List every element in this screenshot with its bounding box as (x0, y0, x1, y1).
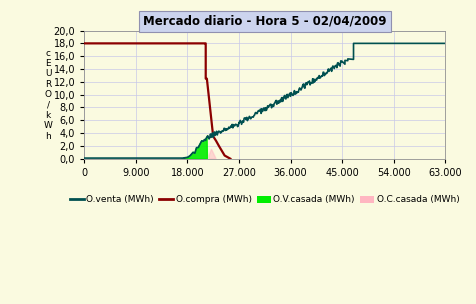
Title: Mercado diario - Hora 5 - 02/04/2009: Mercado diario - Hora 5 - 02/04/2009 (143, 15, 386, 28)
Legend: O.venta (MWh), O.compra (MWh), O.V.casada (MWh), O.C.casada (MWh): O.venta (MWh), O.compra (MWh), O.V.casad… (67, 192, 462, 208)
Y-axis label: c
E
U
R
O
/
k
W
h: c E U R O / k W h (43, 49, 52, 141)
Polygon shape (208, 149, 216, 159)
Polygon shape (181, 137, 207, 159)
